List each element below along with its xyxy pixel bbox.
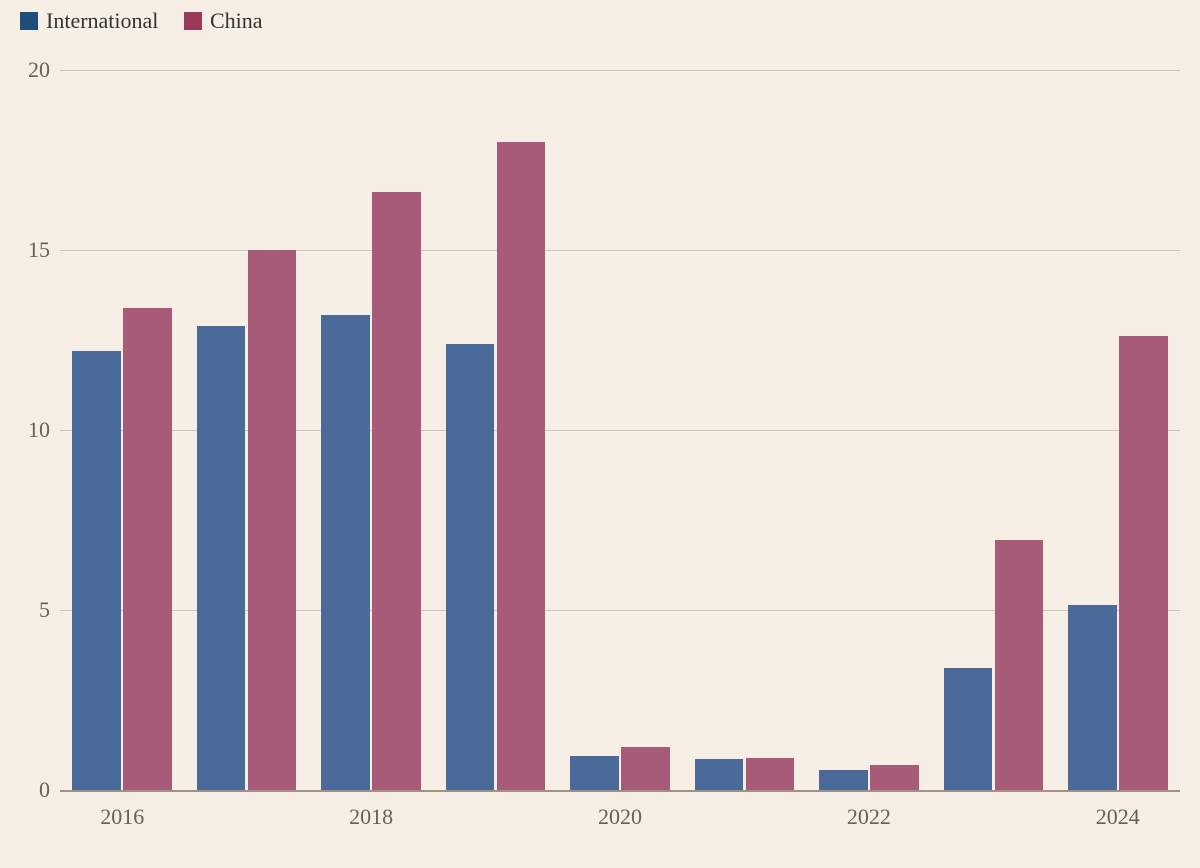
legend-swatch-0 bbox=[20, 12, 38, 30]
y-tick-label-10: 10 bbox=[0, 417, 50, 443]
legend-swatch-1 bbox=[184, 12, 202, 30]
bar-china-2022 bbox=[870, 765, 919, 790]
bar-international-2021 bbox=[695, 759, 744, 790]
x-tick-label-2016: 2016 bbox=[100, 804, 144, 830]
bar-international-2023 bbox=[944, 668, 993, 790]
bar-china-2016 bbox=[123, 308, 172, 790]
bar-international-2024 bbox=[1068, 605, 1117, 790]
bar-international-2022 bbox=[819, 770, 868, 790]
gridline-y-15 bbox=[60, 250, 1180, 251]
bar-china-2017 bbox=[248, 250, 297, 790]
y-tick-label-5: 5 bbox=[0, 597, 50, 623]
legend-label-1: China bbox=[210, 8, 263, 34]
legend-item-1: China bbox=[184, 8, 263, 34]
gridline-y-20 bbox=[60, 70, 1180, 71]
x-tick-label-2018: 2018 bbox=[349, 804, 393, 830]
legend-label-0: International bbox=[46, 8, 158, 34]
bar-international-2017 bbox=[197, 326, 246, 790]
gridline-y-0 bbox=[60, 790, 1180, 792]
x-tick-label-2022: 2022 bbox=[847, 804, 891, 830]
bar-international-2020 bbox=[570, 756, 619, 790]
legend-item-0: International bbox=[20, 8, 158, 34]
x-tick-label-2024: 2024 bbox=[1096, 804, 1140, 830]
chart-root: International China 0 5 10 15 20 2016 2018 2020 20… bbox=[0, 0, 1200, 868]
x-tick-label-2020: 2020 bbox=[598, 804, 642, 830]
bar-china-2023 bbox=[995, 540, 1044, 790]
bar-china-2020 bbox=[621, 747, 670, 790]
bar-international-2016 bbox=[72, 351, 121, 790]
plot-area bbox=[60, 70, 1180, 790]
y-tick-label-20: 20 bbox=[0, 57, 50, 83]
bar-china-2019 bbox=[497, 142, 546, 790]
bar-international-2018 bbox=[321, 315, 370, 790]
bar-china-2024 bbox=[1119, 336, 1168, 790]
bar-china-2021 bbox=[746, 758, 795, 790]
y-tick-label-0: 0 bbox=[0, 777, 50, 803]
y-tick-label-15: 15 bbox=[0, 237, 50, 263]
bar-china-2018 bbox=[372, 192, 421, 790]
bar-international-2019 bbox=[446, 344, 495, 790]
